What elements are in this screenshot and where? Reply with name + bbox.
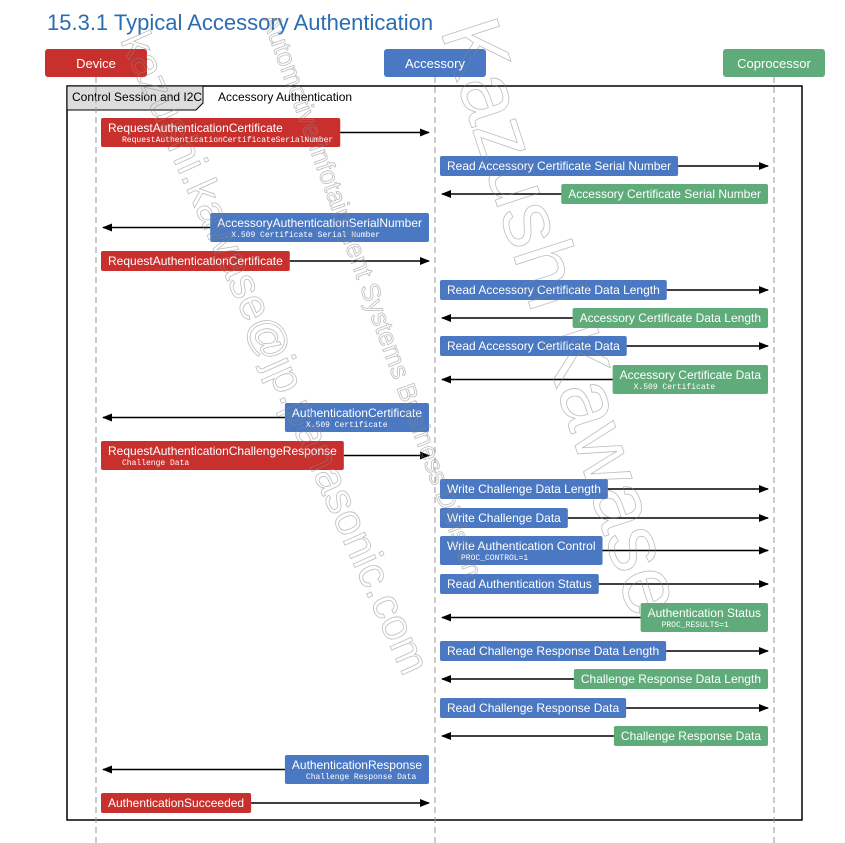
lifeline-header [384, 49, 486, 77]
message-box [101, 118, 341, 147]
message: Read Challenge Response Data Length [440, 641, 769, 661]
message-label: Read Authentication Status [447, 577, 592, 591]
lifeline-label: Coprocessor [737, 56, 811, 71]
message-sublabel: X.509 Certificate Serial Number [231, 231, 380, 240]
message-box [612, 365, 768, 394]
message: Read Accessory Certificate Serial Number [440, 156, 769, 176]
message: Read Challenge Response Data [440, 698, 769, 718]
message: RequestAuthenticationCertificateRequestA… [101, 118, 430, 147]
message: Write Challenge Data [440, 508, 769, 528]
message-box [101, 793, 252, 813]
message: Write Authentication ControlPROC_CONTROL… [440, 536, 769, 565]
message-box [440, 536, 603, 565]
message-label: RequestAuthenticationCertificate [108, 254, 283, 268]
lifeline-label: Device [76, 56, 116, 71]
message-sublabel: X.509 Certificate [634, 383, 716, 392]
message-box [440, 336, 627, 356]
message: Read Authentication Status [440, 574, 769, 594]
message-label: Read Accessory Certificate Serial Number [447, 159, 671, 173]
title: 15.3.1 Typical Accessory Authentication [47, 10, 433, 35]
message-sublabel: X.509 Certificate [306, 421, 388, 430]
message-box [101, 251, 290, 271]
message-box [572, 308, 768, 328]
message-label: RequestAuthenticationChallengeResponse [108, 444, 337, 458]
message-box [440, 574, 599, 594]
message: Challenge Response Data Length [441, 669, 768, 689]
message-sublabel: PROC_CONTROL=1 [461, 554, 528, 563]
message-box [440, 156, 679, 176]
message-label: Accessory Certificate Serial Number [568, 187, 761, 201]
message-label: Read Challenge Response Data [447, 701, 619, 715]
message-box [561, 184, 768, 204]
message-label: AccessoryAuthenticationSerialNumber [217, 216, 422, 230]
message-label: Write Challenge Data [447, 511, 561, 525]
message-label: Challenge Response Data Length [581, 672, 761, 686]
lifeline-header [45, 49, 147, 77]
message-label: AuthenticationCertificate [292, 406, 422, 420]
message-box [284, 403, 429, 432]
message-box [440, 508, 568, 528]
message-label: Read Challenge Response Data Length [447, 644, 659, 658]
message-box [613, 726, 768, 746]
message: AccessoryAuthenticationSerialNumberX.509… [102, 213, 429, 242]
message-box [440, 479, 608, 499]
message-label: Write Authentication Control [447, 539, 596, 553]
message-sublabel: RequestAuthenticationCertificateSerialNu… [122, 136, 333, 145]
message-box [573, 669, 768, 689]
message-label: Challenge Response Data [621, 729, 761, 743]
message-box [210, 213, 429, 242]
lifeline-header [723, 49, 825, 77]
message-label: AuthenticationResponse [292, 758, 422, 772]
message: RequestAuthenticationChallengeResponseCh… [101, 441, 430, 470]
message-box [640, 603, 768, 632]
message-label: RequestAuthenticationCertificate [108, 121, 283, 135]
message: AuthenticationSucceeded [101, 793, 430, 813]
message-label: Read Accessory Certificate Data [447, 339, 620, 353]
message-sublabel: PROC_RESULTS=1 [662, 621, 729, 630]
frame-label: Accessory Authentication [218, 90, 352, 104]
message-label: Write Challenge Data Length [447, 482, 601, 496]
lifeline-label: Accessory [405, 56, 465, 71]
message: Accessory Certificate Data Length [441, 308, 768, 328]
frame-tab [66, 85, 204, 111]
message-box [440, 641, 667, 661]
message-label: Read Accessory Certificate Data Length [447, 283, 660, 297]
message-sublabel: Challenge Response Data [306, 773, 417, 782]
message: Read Accessory Certificate Data [440, 336, 769, 356]
frame-tab-label: Control Session and I2C [72, 90, 202, 104]
message: RequestAuthenticationCertificate [101, 251, 430, 271]
message: Write Challenge Data Length [440, 479, 769, 499]
message-box [440, 698, 627, 718]
message-label: AuthenticationSucceeded [108, 796, 244, 810]
message-box [101, 441, 344, 470]
message-label: Accessory Certificate Data [620, 368, 762, 382]
message: Accessory Certificate Serial Number [441, 184, 768, 204]
message-sublabel: Challenge Data [122, 459, 189, 468]
message-label: Authentication Status [648, 606, 761, 620]
message: Read Accessory Certificate Data Length [440, 280, 769, 300]
message-label: Accessory Certificate Data Length [580, 311, 761, 325]
message: Challenge Response Data [441, 726, 768, 746]
message-box [284, 755, 429, 784]
message-box [440, 280, 667, 300]
